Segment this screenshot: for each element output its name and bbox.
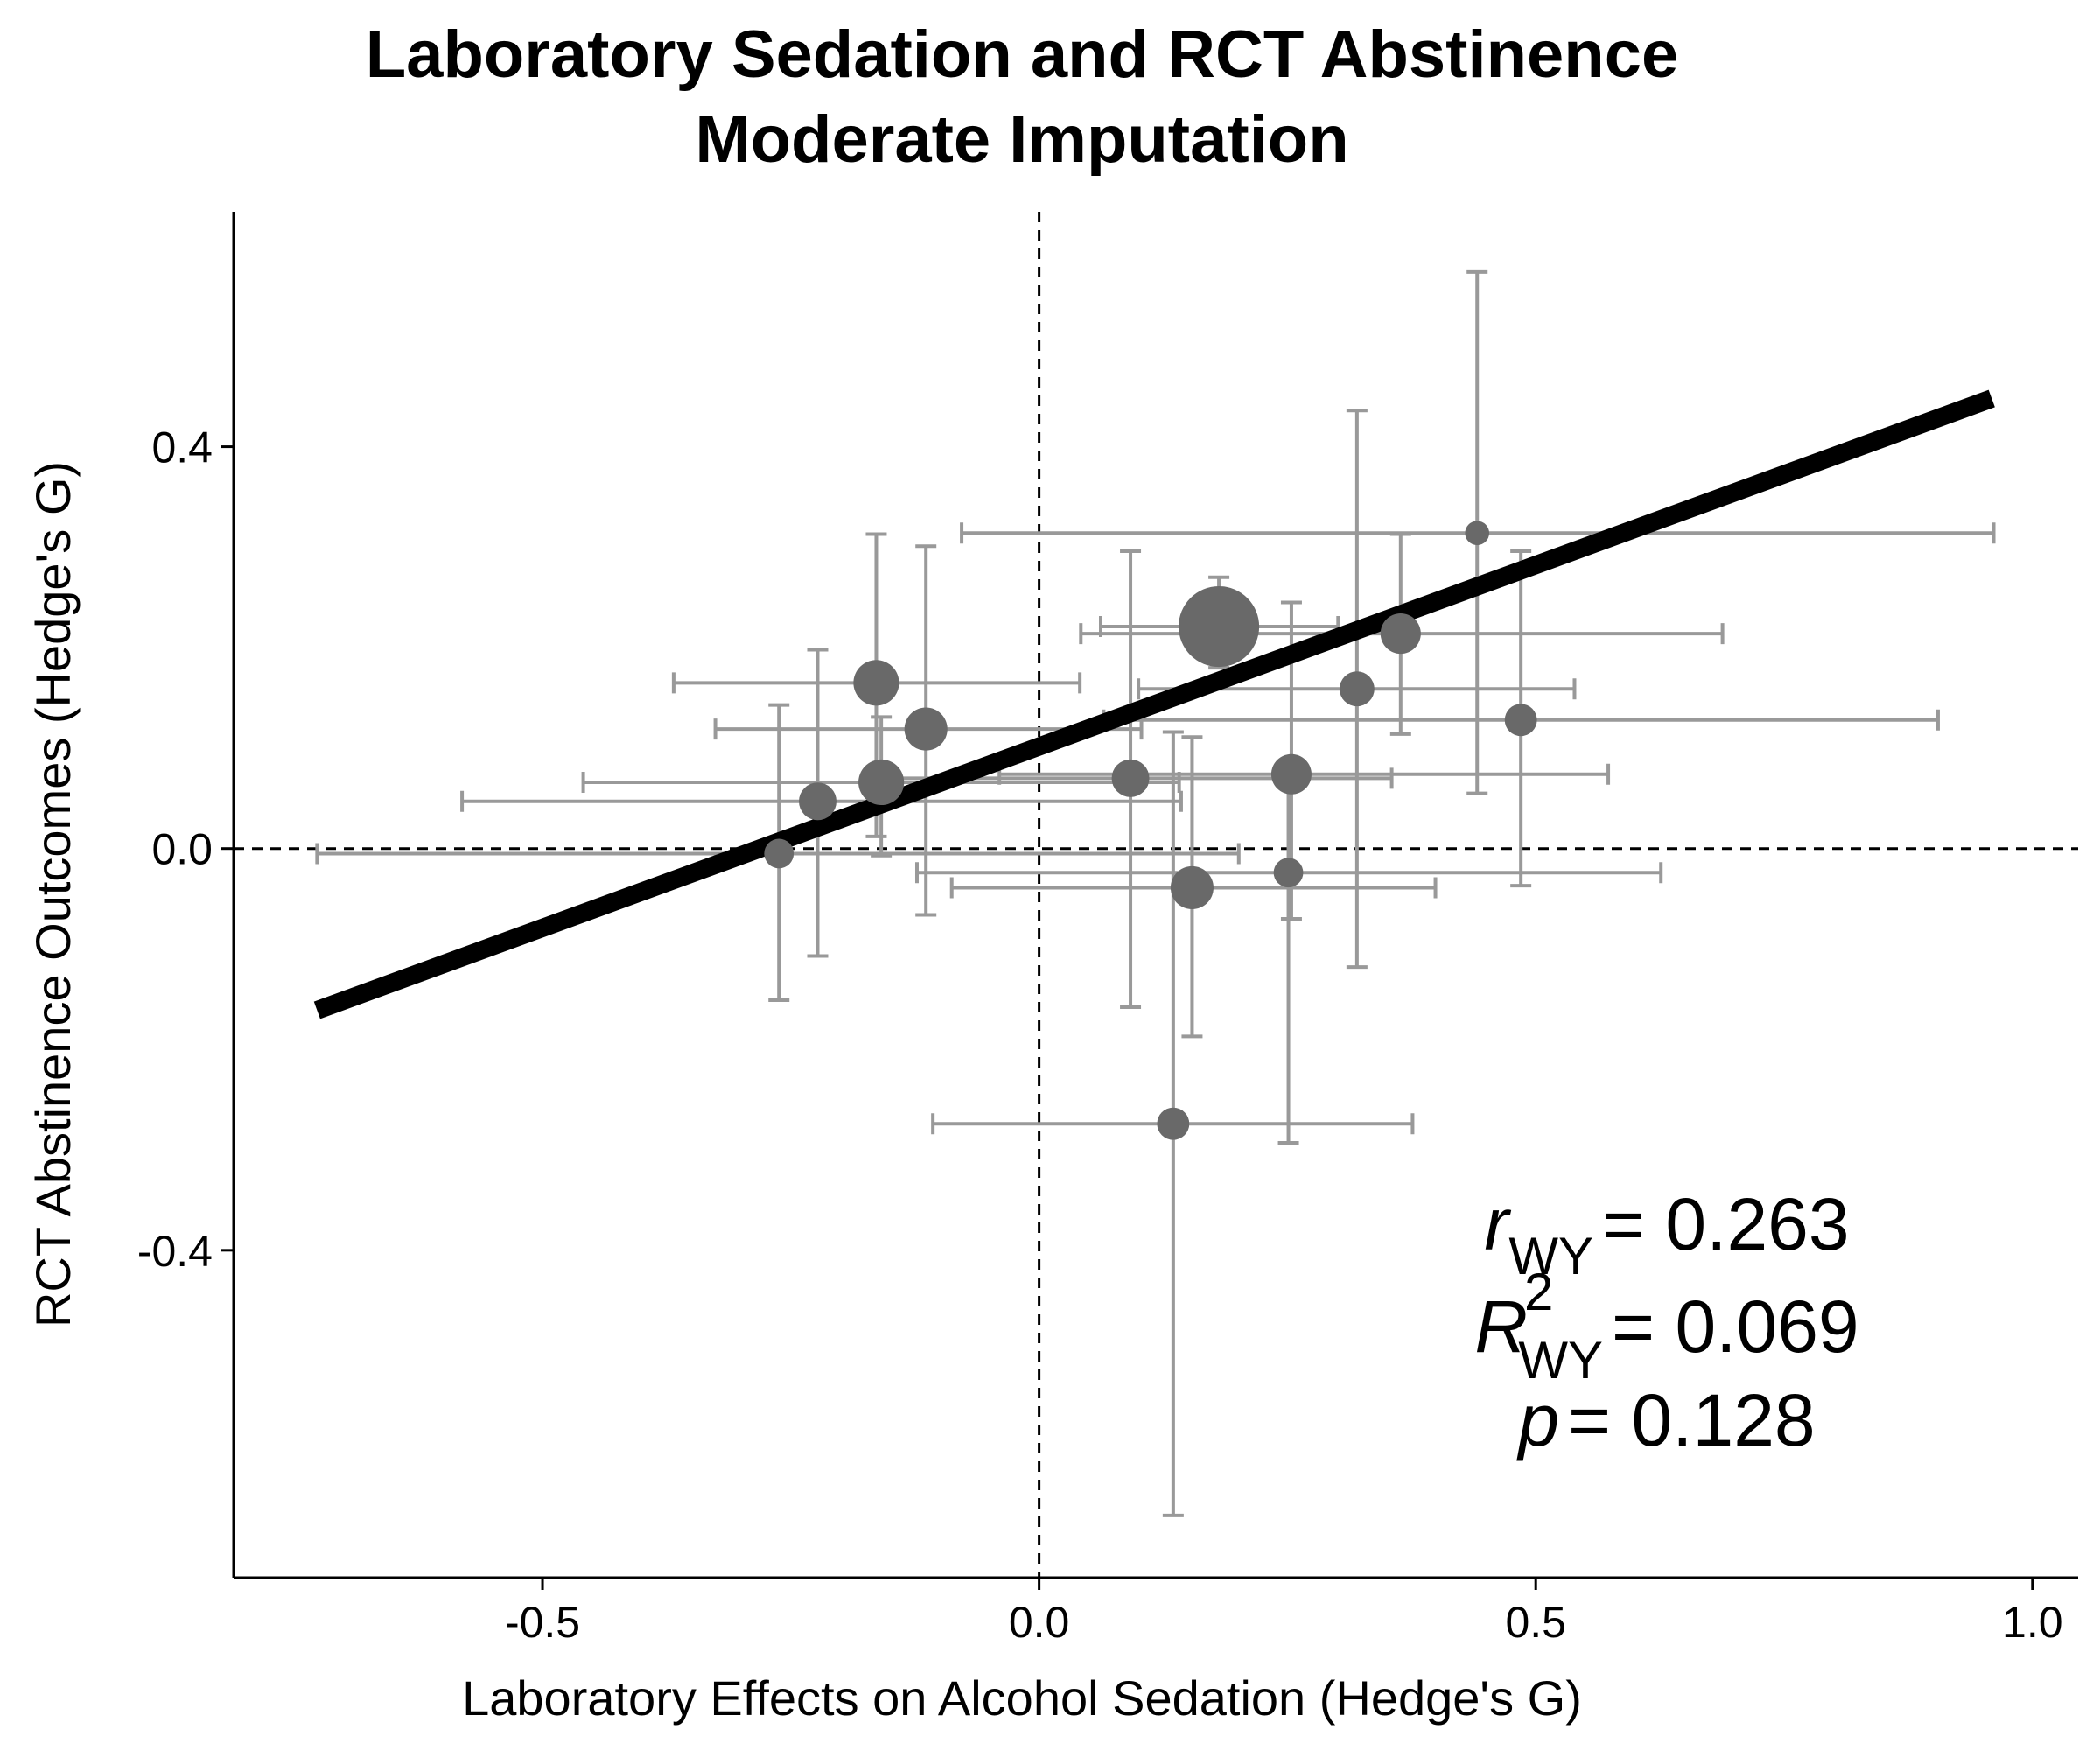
point [1465, 521, 1490, 546]
point [858, 759, 905, 806]
x-tick-label: 0.5 [1505, 1598, 1566, 1647]
point [764, 838, 794, 869]
point [1170, 865, 1214, 910]
point [1270, 753, 1312, 794]
x-tick-label: -0.5 [505, 1598, 580, 1647]
stat-value: = 0.128 [1568, 1379, 1816, 1461]
stat-annotation: R2 WY = 0.069 [1474, 1263, 1858, 1390]
stat-symbol: r [1484, 1183, 1511, 1265]
error-bars [671, 532, 1082, 838]
y-tick-label: 0.0 [151, 825, 213, 874]
point [1157, 1107, 1190, 1140]
point [904, 707, 948, 751]
stat-symbol: p [1516, 1379, 1559, 1461]
x-tick-label: 0.0 [1009, 1598, 1070, 1647]
point [1504, 704, 1537, 737]
point [1380, 613, 1421, 654]
point [1111, 759, 1150, 797]
fit-line [313, 389, 1995, 1019]
error-bars [1079, 532, 1725, 736]
stat-superscript: 2 [1524, 1263, 1553, 1321]
stat-value: = 0.069 [1612, 1285, 1859, 1368]
chart-title: Laboratory Sedation and RCT Abstinence [366, 18, 1678, 92]
point [1339, 671, 1375, 707]
stat-subscript: WY [1508, 1227, 1593, 1285]
point [853, 660, 900, 706]
stat-annotation: p = 0.128 [1516, 1379, 1815, 1461]
x-axis-label: Laboratory Effects on Alcohol Sedation (… [462, 1670, 1582, 1726]
stat-subscript: WY [1518, 1331, 1603, 1390]
y-axis-label: RCT Abstinence Outcomes (Hedge's G) [25, 461, 80, 1327]
error-bars [914, 771, 1663, 1145]
chart-subtitle: Moderate Imputation [695, 102, 1348, 177]
y-tick-label: -0.4 [137, 1227, 213, 1276]
stat-value: = 0.263 [1602, 1183, 1850, 1265]
point [798, 782, 836, 821]
stat-symbol: R [1474, 1285, 1528, 1368]
point [1273, 858, 1304, 888]
x-tick-label: 1.0 [2002, 1598, 2063, 1647]
error-bars [460, 648, 1183, 958]
y-tick-label: 0.4 [151, 424, 213, 472]
error-bars [949, 735, 1438, 1039]
stat-annotation: rWY = 0.263 [1484, 1183, 1849, 1285]
point [1179, 586, 1260, 668]
y-error-bar [1278, 771, 1299, 1145]
